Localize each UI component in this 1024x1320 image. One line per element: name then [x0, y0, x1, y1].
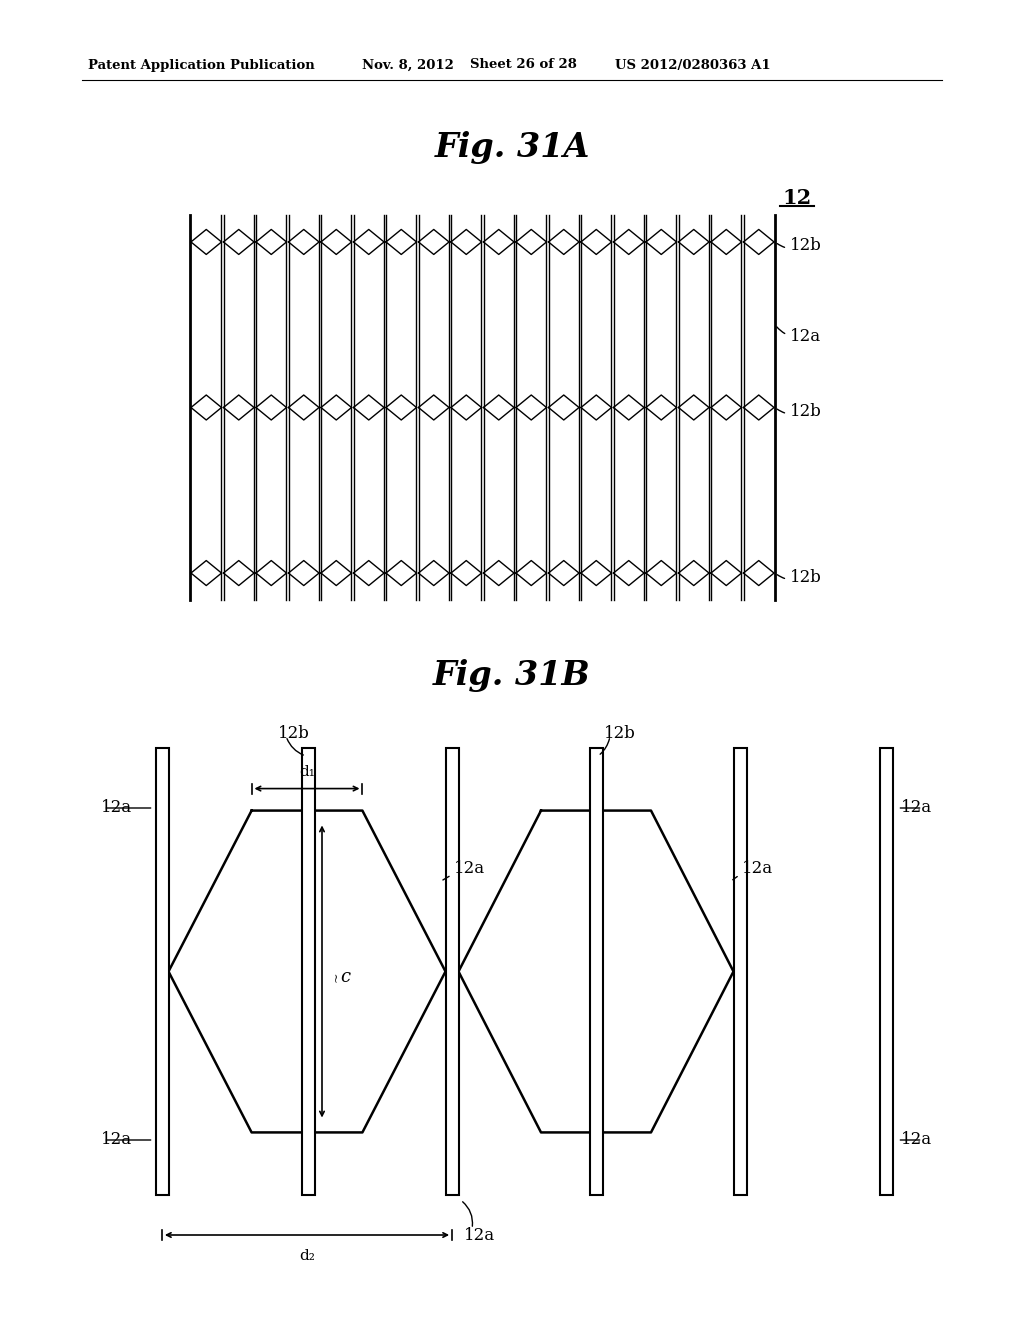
Bar — [590, 748, 602, 1195]
Text: 12a: 12a — [741, 861, 773, 876]
Text: 12b: 12b — [777, 569, 822, 586]
Text: Nov. 8, 2012: Nov. 8, 2012 — [362, 58, 454, 71]
Text: Sheet 26 of 28: Sheet 26 of 28 — [470, 58, 577, 71]
Text: 12b: 12b — [777, 238, 822, 255]
Text: 12a: 12a — [900, 1131, 932, 1148]
Text: US 2012/0280363 A1: US 2012/0280363 A1 — [615, 58, 771, 71]
Text: 12a: 12a — [900, 800, 932, 817]
Text: Fig. 31A: Fig. 31A — [434, 132, 590, 165]
Bar — [733, 748, 746, 1195]
Text: ~: ~ — [330, 972, 343, 982]
Bar — [880, 748, 893, 1195]
Text: 12a: 12a — [100, 800, 132, 817]
Text: 12a: 12a — [454, 861, 484, 876]
Text: Patent Application Publication: Patent Application Publication — [88, 58, 314, 71]
Text: d₁: d₁ — [299, 764, 315, 779]
Text: c: c — [340, 968, 350, 986]
Text: 12b: 12b — [777, 403, 822, 420]
Bar — [156, 748, 169, 1195]
Text: 12: 12 — [782, 187, 812, 209]
Bar — [445, 748, 459, 1195]
Text: 12b: 12b — [278, 725, 310, 742]
Text: 12a: 12a — [777, 327, 821, 346]
Text: 12b: 12b — [604, 725, 636, 742]
Text: 12a: 12a — [464, 1228, 496, 1243]
Text: 12a: 12a — [100, 1131, 132, 1148]
Text: Fig. 31B: Fig. 31B — [433, 659, 591, 692]
Bar — [301, 748, 314, 1195]
Text: d₂: d₂ — [299, 1249, 315, 1263]
